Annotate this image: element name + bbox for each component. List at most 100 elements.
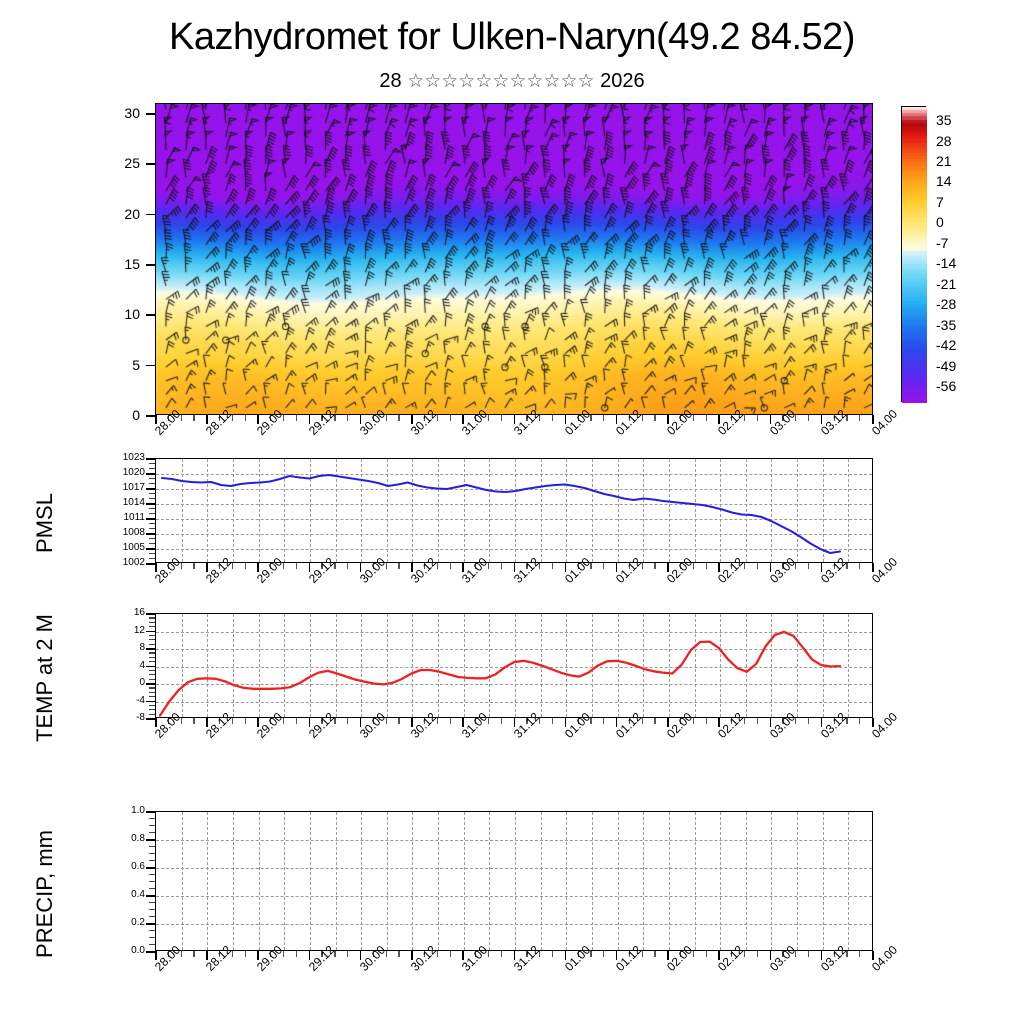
x-tick-minor — [449, 563, 451, 569]
x-tick-minor — [487, 718, 490, 724]
x-tick-minor — [808, 415, 810, 421]
cross-section-plot-area[interactable] — [155, 103, 873, 415]
y-tick-minor — [149, 860, 155, 862]
y-tick-minor — [149, 634, 155, 637]
grid-line-vertical — [207, 812, 209, 950]
x-tick-minor — [167, 563, 170, 569]
y-tick-major — [146, 548, 155, 550]
x-tick-minor — [551, 563, 554, 569]
y-tick-minor — [149, 478, 155, 480]
x-tick-minor — [539, 415, 541, 421]
temperature-colorbar[interactable] — [901, 106, 927, 403]
colorbar-tick-label: -28 — [936, 296, 957, 313]
grid-line-vertical — [771, 459, 773, 562]
y-tick-major — [146, 314, 155, 316]
x-tick-minor — [782, 951, 784, 957]
x-tick-major — [667, 415, 669, 424]
y-tick-minor — [149, 656, 155, 658]
grid-line-vertical — [335, 812, 337, 950]
x-tick-minor — [628, 563, 630, 569]
y-tick-minor — [149, 832, 155, 834]
precip-plot-area[interactable] — [155, 811, 873, 951]
x-tick-minor — [846, 563, 848, 569]
y-axis-label: 1017 — [122, 482, 145, 493]
y-tick-minor — [149, 553, 155, 555]
x-tick-minor — [782, 563, 784, 569]
y-tick-major — [146, 839, 155, 841]
x-tick-minor — [347, 951, 349, 957]
grid-line-vertical — [412, 614, 414, 717]
x-tick-minor — [744, 415, 746, 421]
y-axis-label: 0.4 — [131, 889, 145, 900]
y-tick-minor — [149, 621, 155, 623]
y-tick-minor — [149, 874, 155, 876]
x-tick-minor — [833, 718, 835, 724]
y-tick-major — [146, 264, 155, 266]
grid-line-vertical — [540, 812, 542, 950]
x-tick-minor — [692, 415, 695, 421]
x-tick-minor — [692, 563, 695, 569]
x-tick-minor — [423, 718, 426, 724]
x-tick-minor — [219, 951, 221, 957]
pmsl-plot-area[interactable] — [155, 458, 873, 563]
x-tick-major — [462, 951, 464, 960]
x-tick-major — [462, 563, 464, 572]
x-tick-major — [257, 718, 259, 727]
x-tick-minor — [577, 415, 579, 421]
grid-line-vertical — [284, 812, 286, 950]
temp-plot-area[interactable] — [155, 613, 873, 718]
grid-line-vertical — [181, 614, 183, 717]
x-tick-minor — [436, 415, 438, 421]
grid-line-vertical — [617, 812, 619, 950]
x-tick-minor — [475, 951, 477, 957]
x-tick-major — [615, 718, 618, 727]
y-tick-major — [146, 648, 155, 650]
x-tick-minor — [244, 951, 246, 957]
y-tick-major — [146, 811, 155, 813]
x-tick-major — [308, 415, 311, 424]
x-tick-minor — [423, 563, 426, 569]
grid-line-vertical — [335, 614, 337, 717]
y-axis-label: 1011 — [123, 512, 145, 523]
grid-line-horizontal — [156, 701, 872, 703]
y-tick-major — [146, 718, 155, 720]
grid-line-vertical — [771, 614, 773, 717]
grid-line-vertical — [515, 459, 516, 562]
x-tick-minor — [795, 951, 797, 957]
colorbar-tick-label: 7 — [936, 193, 944, 210]
x-tick-minor — [808, 563, 810, 569]
y-tick-major — [146, 364, 155, 367]
grid-line-vertical — [284, 459, 286, 562]
x-tick-major — [462, 415, 464, 424]
y-tick-minor — [149, 881, 155, 883]
y-tick-major — [146, 923, 155, 925]
y-axis-label: 0 — [132, 407, 140, 423]
x-tick-minor — [270, 718, 272, 724]
x-tick-major — [718, 415, 720, 424]
y-axis-label: 1002 — [122, 557, 145, 568]
y-tick-major — [146, 700, 155, 703]
grid-line-vertical — [232, 812, 234, 950]
y-tick-minor — [149, 944, 155, 946]
y-tick-minor — [149, 639, 155, 641]
x-tick-major — [872, 951, 874, 960]
x-tick-major — [872, 415, 874, 424]
y-tick-minor — [149, 669, 155, 672]
x-tick-major — [820, 563, 823, 572]
x-tick-minor — [833, 563, 835, 569]
x-tick-minor — [641, 563, 643, 569]
x-tick-minor — [295, 563, 298, 569]
x-tick-minor — [475, 718, 477, 724]
grid-line-vertical — [386, 614, 388, 717]
grid-line-vertical — [720, 614, 722, 717]
y-axis-label: 8 — [139, 642, 145, 653]
y-tick-minor — [149, 661, 155, 663]
x-tick-minor — [654, 951, 656, 957]
y-tick-minor — [149, 853, 155, 855]
x-tick-minor — [731, 415, 733, 421]
x-tick-major — [718, 563, 720, 572]
x-tick-minor — [679, 563, 682, 569]
grid-line-vertical — [232, 459, 234, 562]
x-tick-major — [257, 563, 259, 572]
x-tick-minor — [193, 415, 195, 421]
